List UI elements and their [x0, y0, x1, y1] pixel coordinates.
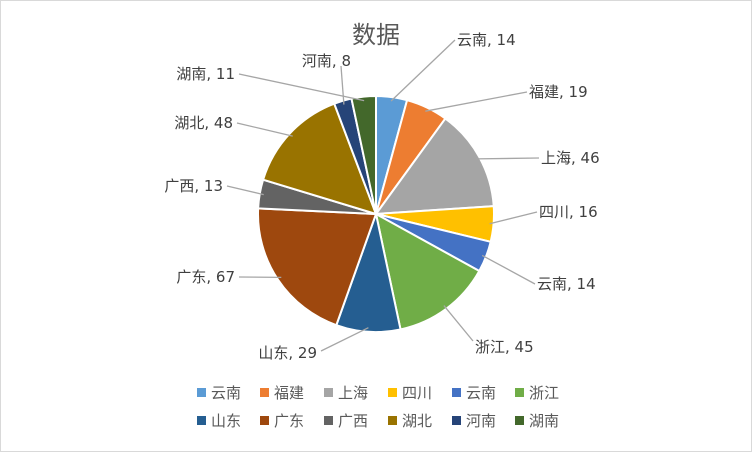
legend-item-10: 湖北: [388, 412, 432, 430]
leader-line-11: [340, 65, 345, 105]
legend-label-4: 四川: [402, 384, 432, 402]
data-label-7: 山东, 29: [258, 344, 317, 362]
data-label-5: 云南, 14: [537, 275, 596, 293]
leader-line-3: [475, 157, 540, 160]
legend-item-1: 云南: [197, 384, 241, 402]
legend-label-9: 广西: [338, 412, 368, 430]
legend-swatch-12: [515, 416, 524, 425]
legend-label-6: 浙江: [529, 384, 559, 402]
legend-label-3: 上海: [338, 384, 368, 402]
legend-label-2: 福建: [274, 384, 304, 402]
legend-swatch-6: [515, 388, 524, 397]
pie-slice-10: [261, 102, 378, 216]
chart-title: 数据: [352, 21, 400, 49]
legend-swatch-4: [388, 388, 397, 397]
leader-line-5: [481, 254, 536, 285]
legend-swatch-2: [260, 388, 269, 397]
leader-line-2: [425, 91, 528, 112]
data-label-3: 上海, 46: [541, 149, 600, 167]
leader-line-10: [236, 122, 293, 137]
pie-slice-3: [373, 117, 495, 216]
data-label-2: 福建, 19: [529, 83, 588, 101]
legend-swatch-8: [260, 416, 269, 425]
legend-item-3: 上海: [324, 384, 368, 402]
leader-line-6: [443, 305, 474, 342]
leader-line-12: [238, 73, 365, 102]
legend-item-11: 河南: [452, 412, 496, 430]
legend-label-8: 广东: [274, 412, 304, 430]
data-label-6: 浙江, 45: [475, 338, 534, 356]
legend-swatch-1: [197, 388, 206, 397]
data-label-1: 云南, 14: [457, 31, 516, 49]
legend-swatch-9: [324, 416, 333, 425]
legend-label-10: 湖北: [402, 412, 432, 430]
data-label-10: 湖北, 48: [174, 114, 233, 132]
pie-slices: [257, 94, 495, 333]
legend-item-2: 福建: [260, 384, 304, 402]
data-label-11: 河南, 8: [302, 52, 351, 70]
legend-item-12: 湖南: [515, 412, 559, 430]
legend-item-7: 山东: [197, 412, 241, 430]
legend-label-12: 湖南: [529, 412, 559, 430]
legend-swatch-3: [324, 388, 333, 397]
data-label-9: 广西, 13: [164, 177, 223, 195]
legend-swatch-5: [452, 388, 461, 397]
legend-label-5: 云南: [466, 384, 496, 402]
legend-swatch-7: [197, 416, 206, 425]
data-labels: 云南, 14 福建, 19 上海, 46 四川, 16 云南, 14 浙江, 45 山东, …: [164, 31, 599, 362]
data-label-4: 四川, 16: [539, 203, 598, 221]
data-label-12: 湖南, 11: [176, 65, 235, 83]
leader-line-7: [320, 327, 369, 352]
legend-item-6: 浙江: [515, 384, 559, 402]
legend-item-8: 广东: [260, 412, 304, 430]
legend-label-7: 山东: [211, 412, 241, 430]
pie-slice-8: [257, 207, 378, 327]
leader-line-1: [390, 39, 456, 102]
legend-item-9: 广西: [324, 412, 368, 430]
leader-line-4: [489, 211, 538, 225]
data-label-8: 广东, 67: [176, 268, 235, 286]
legend-item-4: 四川: [388, 384, 432, 402]
leader-line-9: [226, 185, 264, 196]
legend-swatch-11: [452, 416, 461, 425]
legend-label-1: 云南: [211, 384, 241, 402]
legend-swatch-10: [388, 416, 397, 425]
legend-item-5: 云南: [452, 384, 496, 402]
legend-label-11: 河南: [466, 412, 496, 430]
leader-lines: [226, 39, 540, 352]
